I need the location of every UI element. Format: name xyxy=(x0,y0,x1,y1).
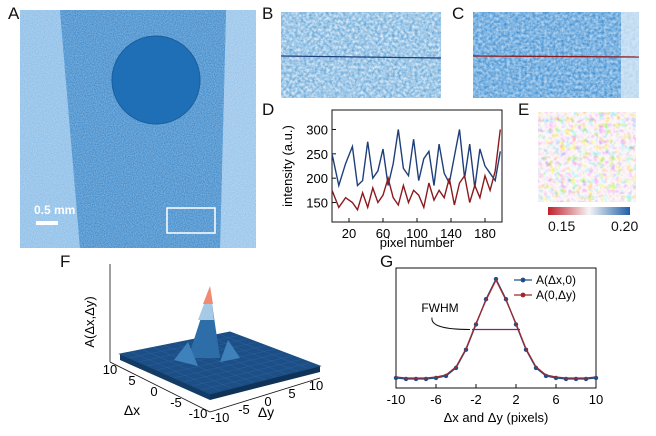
fwhm-arrow xyxy=(431,317,471,331)
panel-label-g: G xyxy=(380,252,394,271)
series-line-d-1 xyxy=(331,129,501,189)
correlation-map-e xyxy=(538,112,636,215)
x-axis-label-d: pixel number xyxy=(380,235,455,250)
intensity-line-chart: 20 60 100 140 180 150 200 250 300 pixel number i… xyxy=(280,109,503,250)
y-tick-label-f: -10 xyxy=(211,410,230,425)
colorbar xyxy=(548,207,630,215)
surface-peak-top xyxy=(203,286,213,304)
y-tick-label-f: -5 xyxy=(238,402,250,417)
speckle-image-c xyxy=(473,12,639,98)
y-tick-label-f: 10 xyxy=(309,378,323,393)
x-tick-label-f: 10 xyxy=(103,362,117,377)
series-line-g-2 xyxy=(395,278,597,379)
x-tick-label-f: -5 xyxy=(170,395,182,410)
data-point-g xyxy=(393,375,399,381)
y-axis-label-d: intensity (a.u.) xyxy=(280,125,295,207)
fwhm-line-chart: -10 -6 -2 2 6 10 A(Δx,0)A(0,Δy) FWHM Δx and Δ… xyxy=(387,267,603,425)
x-tick-label-g: -6 xyxy=(430,392,442,407)
legend-marker-g xyxy=(520,292,526,298)
y-tick-label-f: 5 xyxy=(288,386,295,401)
x-axis-label-g: Δx and Δy (pixels) xyxy=(444,410,549,425)
scale-bar-label: 0.5 mm xyxy=(34,203,76,217)
legend-marker-g xyxy=(520,277,526,283)
scale-bar xyxy=(36,221,58,225)
x-tick-label-d: 60 xyxy=(376,226,390,241)
plot-frame-g xyxy=(395,267,597,389)
panel-label-a: A xyxy=(8,4,20,23)
data-point-g xyxy=(453,365,459,371)
colorbar-min-label: 0.15 xyxy=(548,218,576,234)
y-tick-label-d: 300 xyxy=(306,122,328,137)
speckle-image-b xyxy=(281,12,441,98)
legend-label-g: A(0,Δy) xyxy=(536,288,576,302)
fwhm-annotation: FWHM xyxy=(421,301,458,315)
micrograph-panel-a xyxy=(20,10,256,248)
x-tick-label-g: 10 xyxy=(589,392,603,407)
panel-label-e: E xyxy=(518,100,530,119)
x-tick-label-d: 20 xyxy=(342,226,356,241)
z-axis-label-f: A(Δx,Δy) xyxy=(82,296,97,347)
region-box xyxy=(166,207,216,234)
x-tick-label-f: -10 xyxy=(189,406,208,421)
x-tick-label-d: 180 xyxy=(474,226,496,241)
x-tick-label-d: 100 xyxy=(406,226,428,241)
x-tick-label-f: 0 xyxy=(150,384,157,399)
x-tick-label-g: 6 xyxy=(552,392,559,407)
x-tick-label-g: -2 xyxy=(470,392,482,407)
surface-peak-base xyxy=(188,290,220,358)
data-point-g xyxy=(593,375,599,381)
x-tick-label-f: 5 xyxy=(128,373,135,388)
y-tick-label-d: 150 xyxy=(306,196,328,211)
panel-label-f: F xyxy=(60,252,71,271)
x-tick-label-g: -10 xyxy=(387,392,406,407)
y-axis-label-f: Δy xyxy=(258,404,274,420)
y-tick-label-d: 200 xyxy=(306,171,328,186)
x-axis-label-f: Δx xyxy=(124,402,140,418)
x-tick-label-d: 140 xyxy=(440,226,462,241)
data-point-g xyxy=(533,365,539,371)
colorbar-max-label: 0.20 xyxy=(611,218,639,234)
panel-label-b: B xyxy=(262,4,274,23)
panel-label-d: D xyxy=(262,100,275,119)
y-tick-label-f: 0 xyxy=(264,394,271,409)
y-tick-label-d: 250 xyxy=(306,147,328,162)
x-tick-label-g: 2 xyxy=(512,392,519,407)
series-line-d-2 xyxy=(331,129,501,212)
legend-label-g: A(Δx,0) xyxy=(536,273,576,287)
panel-label-c: C xyxy=(452,4,465,23)
